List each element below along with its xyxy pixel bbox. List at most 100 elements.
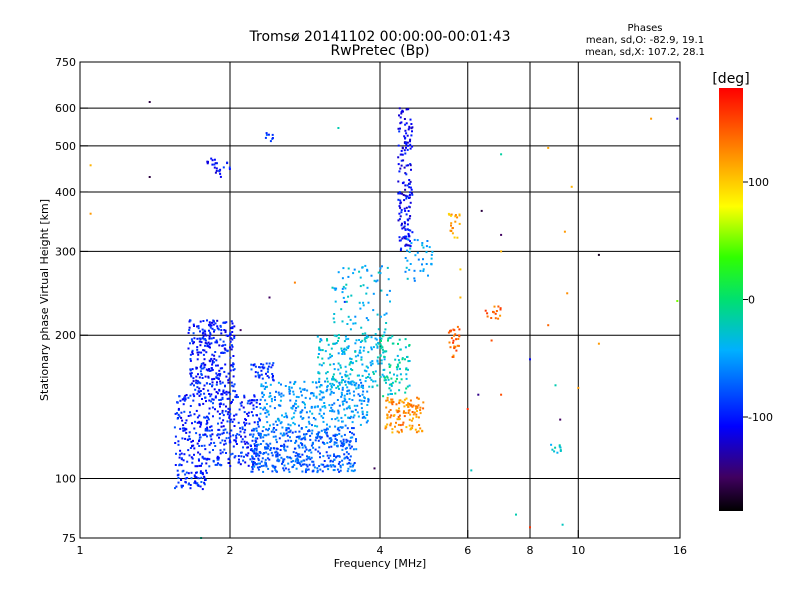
data-point	[207, 418, 210, 421]
data-point	[284, 412, 287, 415]
data-point	[383, 331, 386, 334]
data-point	[366, 390, 369, 393]
data-point	[347, 416, 350, 419]
data-point	[318, 347, 321, 350]
data-point	[226, 335, 229, 337]
data-point	[192, 380, 195, 383]
data-point	[222, 166, 225, 169]
data-point	[211, 359, 214, 362]
data-point	[413, 238, 416, 241]
data-point	[274, 465, 277, 468]
data-point	[286, 416, 289, 419]
data-point	[206, 421, 209, 424]
data-point	[228, 441, 231, 444]
data-point	[392, 401, 395, 403]
colorbar-tick-label: -100	[748, 411, 773, 424]
data-point	[202, 434, 205, 437]
data-point	[337, 127, 340, 129]
data-point	[196, 358, 199, 361]
data-point	[272, 427, 275, 429]
data-point	[271, 373, 274, 375]
data-point	[220, 425, 223, 428]
data-point	[380, 345, 383, 348]
data-point	[409, 247, 412, 250]
data-point	[400, 164, 403, 167]
data-point	[89, 164, 92, 167]
data-point	[289, 456, 291, 459]
data-point	[364, 264, 367, 267]
data-point	[383, 379, 386, 382]
data-point	[400, 211, 403, 214]
data-point	[265, 428, 268, 431]
data-point	[343, 442, 346, 445]
data-point	[246, 412, 249, 415]
data-point	[291, 407, 294, 410]
data-point	[255, 453, 258, 456]
data-point	[316, 335, 319, 338]
data-point	[239, 329, 242, 332]
data-point	[312, 392, 315, 395]
data-point	[419, 412, 422, 415]
data-point	[361, 363, 364, 366]
data-point	[199, 423, 202, 426]
data-point	[308, 430, 311, 432]
data-point	[244, 442, 247, 445]
data-point	[349, 417, 352, 420]
data-point	[257, 462, 260, 465]
data-point	[211, 378, 214, 381]
data-point	[353, 381, 356, 384]
data-point	[242, 446, 244, 449]
data-point	[455, 338, 458, 341]
data-point	[199, 436, 202, 439]
data-point	[417, 397, 420, 400]
data-point	[322, 396, 325, 399]
data-point	[406, 184, 409, 187]
data-point	[255, 414, 258, 417]
data-point	[404, 184, 407, 187]
data-point	[267, 453, 270, 456]
data-point	[197, 353, 200, 356]
data-point	[410, 134, 413, 137]
data-point	[250, 368, 253, 371]
data-point	[303, 436, 306, 439]
data-point	[198, 394, 201, 397]
data-point	[333, 334, 336, 337]
data-point	[221, 411, 224, 414]
data-point	[360, 402, 363, 405]
data-point	[450, 214, 452, 217]
data-point	[270, 451, 273, 454]
data-point	[341, 400, 344, 403]
data-point	[211, 363, 214, 366]
data-point	[329, 437, 332, 440]
data-point	[259, 462, 261, 465]
data-point	[289, 436, 291, 439]
data-point	[401, 153, 404, 156]
data-point	[430, 253, 433, 256]
data-point	[449, 330, 451, 333]
data-point	[190, 477, 193, 480]
data-point	[408, 418, 411, 421]
data-point	[230, 418, 233, 421]
data-point	[204, 341, 207, 344]
data-point	[222, 431, 225, 434]
data-point	[193, 395, 196, 398]
data-point	[383, 358, 386, 361]
data-point	[236, 433, 239, 436]
data-point	[338, 383, 341, 386]
data-point	[324, 350, 327, 353]
data-point	[265, 133, 268, 136]
data-point	[341, 349, 343, 352]
data-point	[208, 465, 211, 468]
data-point	[402, 194, 405, 196]
data-point	[205, 423, 208, 426]
data-point	[453, 345, 456, 348]
data-point	[353, 268, 356, 271]
data-point	[191, 422, 193, 425]
data-point	[270, 366, 273, 369]
data-point	[187, 472, 190, 475]
data-point	[266, 421, 269, 424]
data-point	[209, 395, 212, 398]
data-point	[252, 429, 255, 432]
data-point	[358, 374, 360, 377]
data-point	[416, 410, 418, 413]
